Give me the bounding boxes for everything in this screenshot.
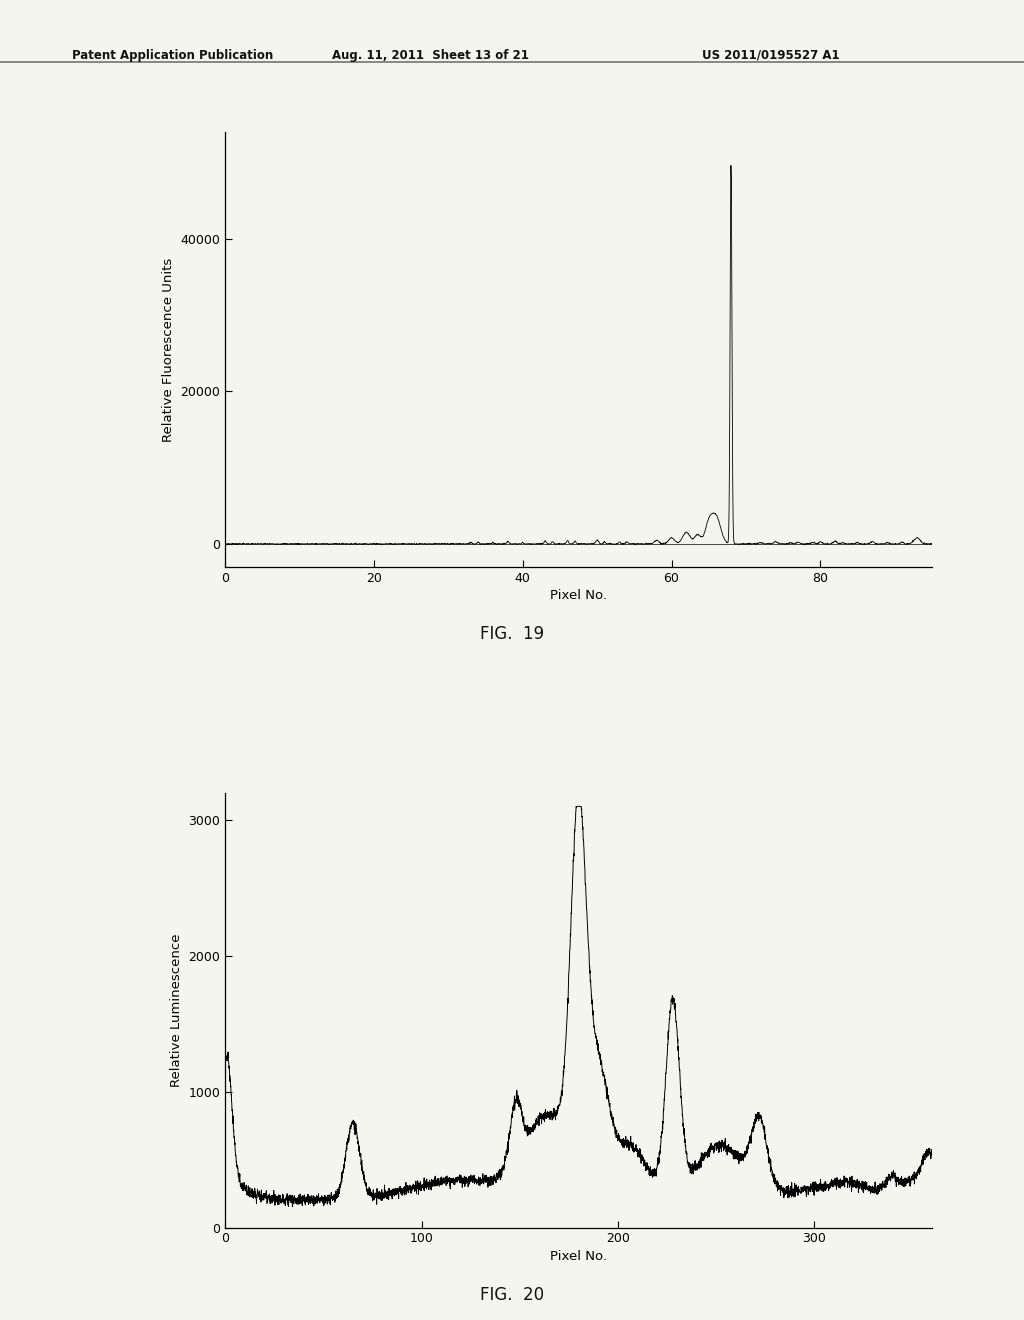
Y-axis label: Relative Fluorescence Units: Relative Fluorescence Units bbox=[162, 257, 175, 441]
Text: Aug. 11, 2011  Sheet 13 of 21: Aug. 11, 2011 Sheet 13 of 21 bbox=[332, 49, 528, 62]
Y-axis label: Relative Luminescence: Relative Luminescence bbox=[170, 933, 183, 1086]
Text: Patent Application Publication: Patent Application Publication bbox=[72, 49, 273, 62]
X-axis label: Pixel No.: Pixel No. bbox=[550, 589, 607, 602]
X-axis label: Pixel No.: Pixel No. bbox=[550, 1250, 607, 1263]
Text: FIG.  19: FIG. 19 bbox=[480, 626, 544, 643]
Text: US 2011/0195527 A1: US 2011/0195527 A1 bbox=[702, 49, 840, 62]
Text: FIG.  20: FIG. 20 bbox=[480, 1286, 544, 1304]
